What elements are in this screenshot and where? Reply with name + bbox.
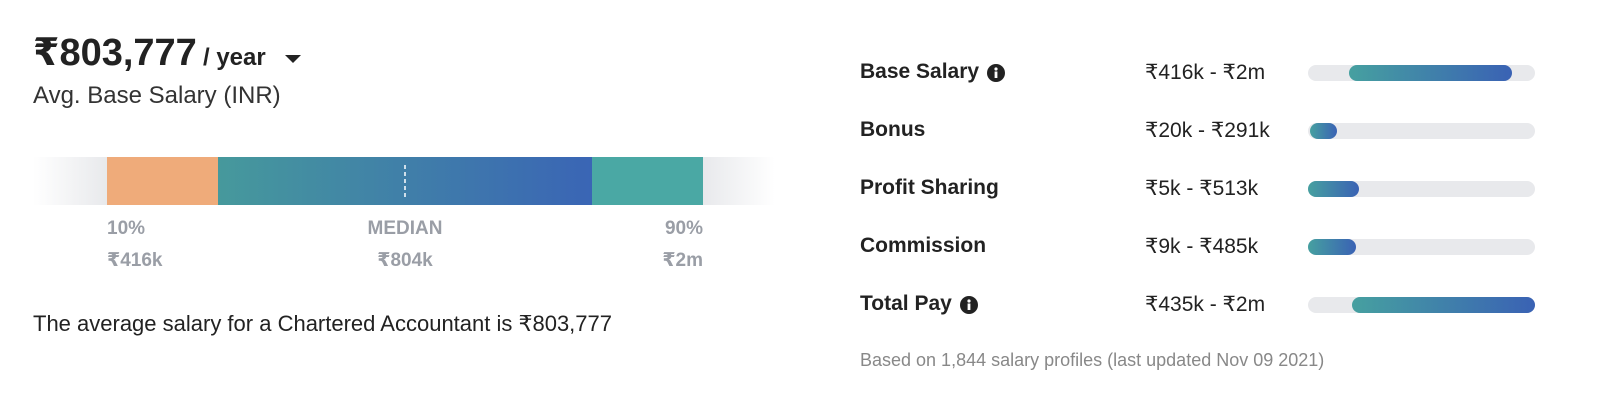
low-value: ₹416k xyxy=(107,250,163,271)
info-icon[interactable] xyxy=(986,63,1006,83)
row-range: ₹9k - ₹485k xyxy=(1145,235,1259,258)
median-value: ₹804k xyxy=(377,250,433,271)
row-range: ₹416k - ₹2m xyxy=(1145,61,1266,84)
high-value: ₹2m xyxy=(662,250,703,271)
footnote: Based on 1,844 salary profiles (last upd… xyxy=(860,350,1325,370)
row-label: Commission xyxy=(860,234,987,257)
range-fill xyxy=(1352,297,1535,313)
dropdown-caret[interactable] xyxy=(284,54,302,64)
range-track xyxy=(1308,65,1535,81)
info-icon[interactable] xyxy=(959,295,979,315)
average-label: Avg. Base Salary (INR) xyxy=(33,82,281,109)
range-fill xyxy=(1308,181,1359,197)
description: The average salary for a Chartered Accou… xyxy=(33,311,613,336)
row-label: Profit Sharing xyxy=(860,176,999,199)
range-track xyxy=(1308,297,1535,313)
distribution-bar xyxy=(33,157,775,205)
row-range: ₹5k - ₹513k xyxy=(1145,177,1259,200)
median-label: MEDIAN xyxy=(367,218,443,239)
row-label: Base Salary xyxy=(860,60,980,83)
row-range: ₹435k - ₹2m xyxy=(1145,293,1266,316)
range-track xyxy=(1308,123,1535,139)
row-label: Total Pay xyxy=(860,292,952,315)
range-track xyxy=(1308,181,1535,197)
low-percentile: 10% xyxy=(107,218,146,239)
average-amount: ₹803,777 xyxy=(33,32,197,74)
row-range: ₹20k - ₹291k xyxy=(1145,119,1270,142)
range-fill xyxy=(1308,239,1356,255)
row-label: Bonus xyxy=(860,118,926,141)
range-track xyxy=(1308,239,1535,255)
high-percentile: 90% xyxy=(664,218,703,239)
range-fill xyxy=(1310,123,1337,139)
range-fill xyxy=(1349,65,1512,81)
period-selector[interactable]: / year xyxy=(203,44,266,71)
